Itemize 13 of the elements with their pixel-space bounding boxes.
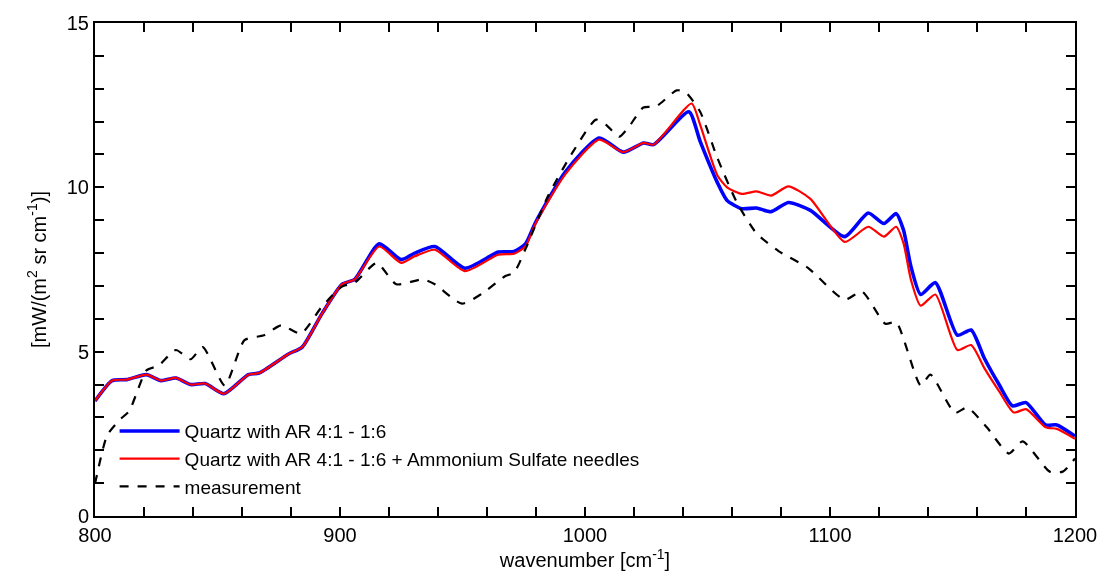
legend-label: measurement [184,476,302,498]
y-tick-label: 5 [77,340,89,363]
x-tick-label: 1200 [1052,524,1098,546]
x-axis-title: wavenumber [cm$^{-1}$] [498,546,671,572]
x-tick-label: 1100 [808,524,852,546]
y-tick-label: 0 [77,505,89,527]
x-tick-label: 800 [78,524,112,546]
y-tick-label: 15 [66,12,89,34]
legend-label: Quartz with AR 4:1 - 1:6 + Ammonium Sulfate needles [184,449,640,471]
x-tick-label: 900 [323,524,357,546]
y-tick-label: 10 [66,176,89,199]
x-tick-label: 1000 [562,524,608,546]
legend-label: Quartz with AR 4:1 - 1:6 [184,421,387,443]
